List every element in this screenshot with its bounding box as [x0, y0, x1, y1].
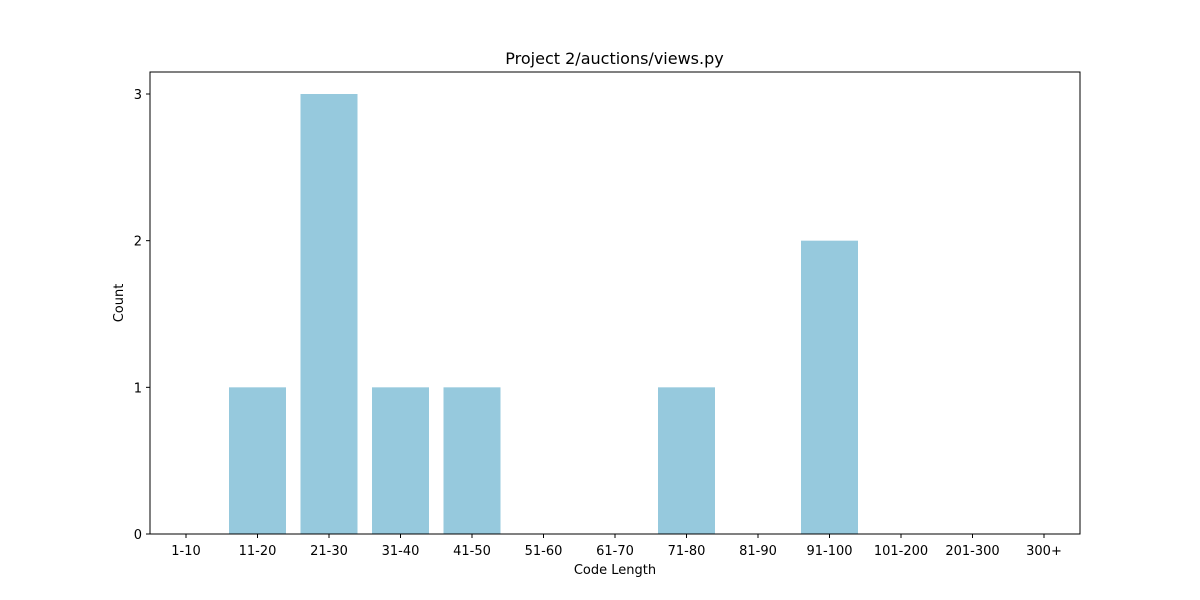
- y-axis-label: Count: [112, 284, 127, 323]
- plot-frame: [149, 71, 1081, 535]
- y-tick-label: 0: [134, 528, 142, 543]
- bar-21-30: [300, 94, 358, 534]
- x-tick-label: 300+: [1026, 544, 1062, 559]
- x-axis-ticks: 1-10 11-20 21-30 31-40 41-50 51-60 61-70 71-80 8…: [171, 534, 1062, 559]
- x-tick-label: 1-10: [171, 544, 201, 559]
- x-axis-label: Code Length: [574, 563, 656, 578]
- bar-11-20: [229, 387, 286, 534]
- bar-91-100: [801, 240, 858, 534]
- y-tick-label: 1: [134, 381, 142, 396]
- x-tick-label: 31-40: [382, 544, 420, 559]
- x-tick-label: 201-300: [945, 544, 999, 559]
- x-tick-label: 81-90: [739, 544, 777, 559]
- x-tick-label: 71-80: [668, 544, 706, 559]
- x-tick-label: 91-100: [806, 544, 852, 559]
- y-tick-label: 3: [134, 88, 142, 103]
- x-tick-label: 11-20: [239, 544, 277, 559]
- bar-31-40: [372, 387, 429, 534]
- x-tick-label: 61-70: [596, 544, 634, 559]
- y-tick-label: 2: [134, 235, 142, 250]
- bar-71-80: [658, 387, 715, 534]
- bars-group: [229, 94, 858, 534]
- y-axis-ticks: 0 1 2 3: [134, 88, 150, 543]
- x-tick-label: 51-60: [525, 544, 563, 559]
- chart-title: Project 2/auctions/views.py: [505, 49, 723, 68]
- bar-41-50: [443, 387, 501, 534]
- x-tick-label: 21-30: [310, 544, 348, 559]
- x-tick-label: 41-50: [453, 544, 491, 559]
- x-tick-label: 101-200: [874, 544, 928, 559]
